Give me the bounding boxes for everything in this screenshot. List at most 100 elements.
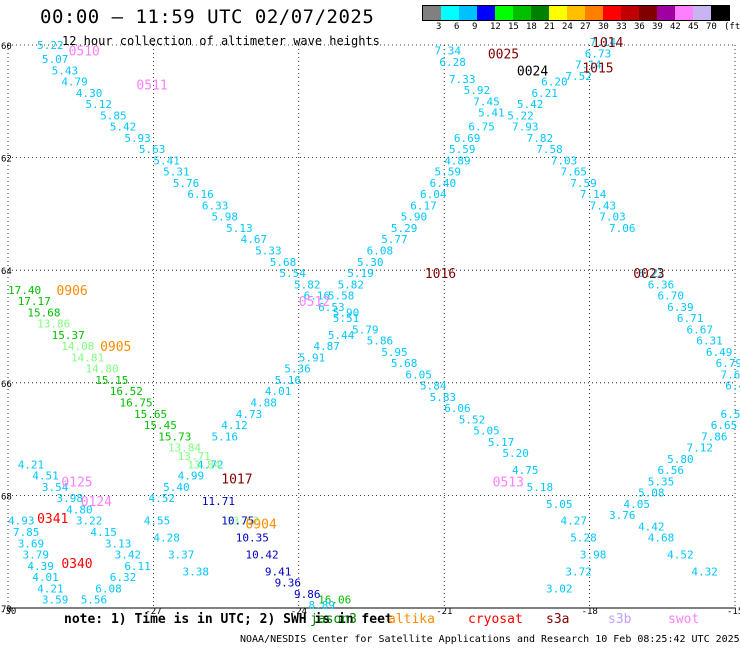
wave-height-value: 4.73 (236, 408, 263, 421)
pass-label: 0906 (56, 284, 87, 299)
pass-label: 0341 (37, 512, 68, 527)
wave-height-value: 5.51 (333, 312, 360, 325)
wave-height-value: 5.43 (52, 64, 78, 77)
wave-height-value: 4.30 (76, 87, 103, 100)
wave-height-value: 3.13 (105, 537, 132, 550)
wave-height-value: 6.06 (444, 402, 471, 415)
wave-height-value: 4.51 (32, 470, 59, 483)
pass-label: 0124 (81, 495, 112, 510)
wave-height-value: 15.68 (27, 306, 60, 319)
wave-height-value: 5.41 (153, 154, 180, 167)
footer-note: note: 1) Time is in UTC; 2) SWH is in fe… (64, 612, 393, 627)
wave-height-value: 13.71 (178, 450, 211, 463)
wave-height-value: 6.08 (367, 244, 394, 257)
wave-height-value: 7.65 (720, 368, 740, 381)
color-swatch (603, 6, 621, 20)
wave-height-value: 5.13 (226, 222, 253, 235)
wave-height-value: 7.82 (527, 132, 554, 145)
wave-height-value: 6.39 (667, 301, 694, 314)
wave-height-value: 5.85 (100, 109, 127, 122)
wave-height-value: 5.05 (546, 498, 573, 511)
color-tick-label: 12 (490, 22, 501, 32)
pass-label: 1014 (592, 36, 623, 51)
longitude-label: -18 (582, 607, 598, 617)
wave-height-value: 6.49 (706, 346, 733, 359)
wave-height-value: 16.52 (110, 385, 143, 398)
wave-height-value: 6.17 (410, 199, 437, 212)
pass-label: 0023 (633, 267, 664, 282)
color-tick-label: 36 (634, 22, 645, 32)
wave-height-value: 3.98 (56, 492, 83, 505)
pass-label: 0511 (136, 78, 167, 93)
wave-height-value: 4.21 (37, 582, 64, 595)
wave-height-value: 5.82 (338, 278, 365, 291)
wave-height-value: 5.42 (110, 121, 137, 134)
wave-height-value: 6.40 (430, 177, 457, 190)
wave-height-value: 5.18 (527, 481, 554, 494)
wave-height-value: 4.88 (250, 397, 276, 410)
wave-height-value: 3.22 (76, 515, 103, 528)
wave-height-value: 15.73 (158, 430, 191, 443)
wave-height-value: 6.20 (541, 76, 568, 89)
color-tick-label: 39 (652, 22, 663, 32)
satellite-legend-jason3: jason3 (310, 612, 357, 627)
wave-height-value: 5.59 (449, 143, 476, 156)
wave-height-value: 7.43 (590, 199, 617, 212)
color-tick-label: 70 (706, 22, 717, 32)
wave-height-value: 9.41 (265, 565, 292, 578)
satellite-legend-s3a: s3a (546, 612, 570, 627)
longitude-label: -27 (145, 607, 161, 617)
color-swatch (693, 6, 711, 20)
latitude-label: 66 (1, 380, 12, 390)
wave-height-value: 5.20 (502, 447, 529, 460)
wave-height-value: 6.79 (716, 357, 740, 370)
pass-label: 0024 (517, 64, 548, 79)
wave-height-value: 5.93 (124, 132, 151, 145)
wave-height-value: 5.36 (284, 363, 311, 376)
wave-height-value: 4.27 (561, 515, 588, 528)
wave-height-value: 6.16 (187, 188, 214, 201)
color-tick-label: 21 (544, 22, 555, 32)
wave-height-value: 4.87 (313, 340, 340, 353)
wave-height-value: 5.07 (42, 53, 69, 66)
wave-height-value: 17.17 (18, 295, 51, 308)
wave-height-value: 5.19 (347, 267, 374, 280)
wave-height-value: 5.90 (401, 211, 428, 224)
color-unit-label: (ft) (724, 22, 740, 32)
wave-height-value: 5.30 (357, 256, 384, 269)
wave-height-value: 10.75 (221, 515, 254, 528)
wave-height-value: 4.93 (8, 515, 35, 528)
wave-height-value: 5.16 (275, 374, 302, 387)
latitude-label: 70 (1, 605, 12, 615)
wave-height-value: 6.65 (711, 419, 738, 432)
color-tick-label: 15 (508, 22, 519, 32)
wave-height-value: 6.69 (454, 132, 481, 145)
wave-height-value: 4.52 (149, 492, 176, 505)
color-tick-label: 6 (454, 22, 460, 32)
color-swatch (567, 6, 585, 20)
wave-height-value: 5.29 (391, 222, 418, 235)
wave-height-value: 10.42 (245, 549, 278, 562)
wave-height-value: 5.95 (381, 346, 408, 359)
color-swatch (585, 6, 603, 20)
wave-height-value: 14.08 (61, 340, 94, 353)
wave-height-value: 6.33 (202, 199, 229, 212)
wave-height-value: 7.58 (536, 143, 563, 156)
wave-height-value: 5.58 (328, 290, 355, 303)
wave-height-value: 3.59 (42, 594, 69, 607)
color-swatch (513, 6, 531, 20)
wave-height-value: 5.12 (86, 98, 113, 111)
wave-height-value: 6.70 (657, 290, 684, 303)
pass-label: 0125 (61, 475, 92, 490)
wave-height-value: 5.63 (139, 143, 166, 156)
wave-height-value: 6.67 (687, 323, 714, 336)
wave-height-value: 5.86 (367, 335, 394, 348)
pass-label: 0905 (100, 340, 131, 355)
color-swatch (477, 6, 495, 20)
wave-height-value: 5.83 (430, 391, 457, 404)
wave-height-value: 16.06 (318, 594, 351, 607)
wave-height-value: 4.21 (18, 458, 45, 471)
pass-label: 0512 (299, 295, 330, 310)
color-tick-label: 3 (436, 22, 442, 32)
